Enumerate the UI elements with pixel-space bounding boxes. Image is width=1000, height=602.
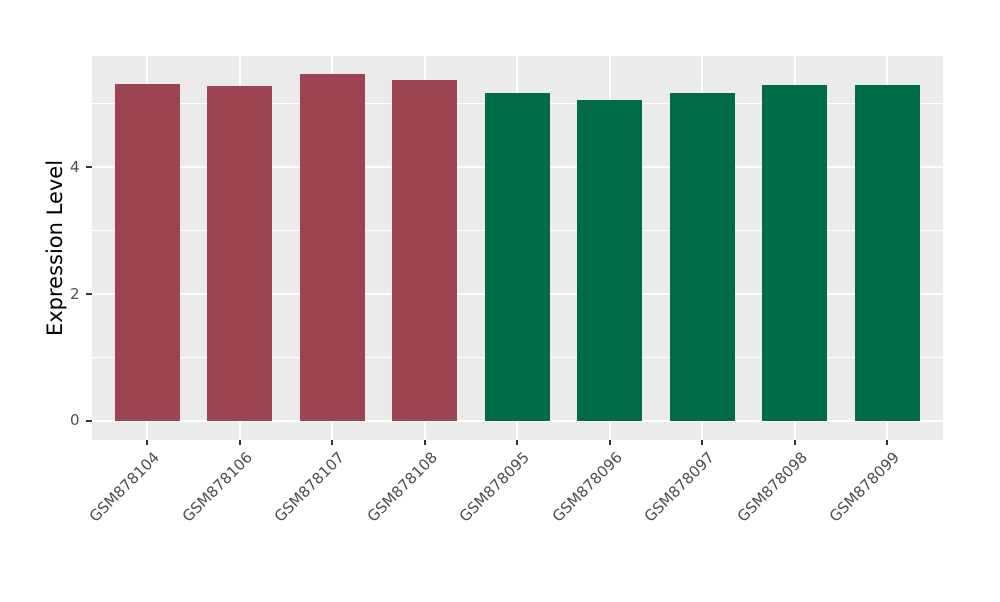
bar-GSM878107 <box>300 74 365 421</box>
bar-GSM878098 <box>762 85 827 421</box>
bar-GSM878097 <box>670 93 735 421</box>
y-axis-title: Expression Level <box>43 160 67 336</box>
y-tick-mark <box>86 166 92 168</box>
x-tick-mark <box>424 440 426 445</box>
x-tick-mark <box>146 440 148 445</box>
x-tick-label: GSM878104 <box>10 449 163 602</box>
y-tick-label: 4 <box>24 160 80 175</box>
x-tick-mark <box>239 440 241 445</box>
bar-GSM878096 <box>577 100 642 421</box>
bar-GSM878095 <box>485 93 550 421</box>
bar-GSM878099 <box>855 85 920 421</box>
y-tick-label: 0 <box>24 413 80 428</box>
x-tick-mark <box>794 440 796 445</box>
bar-GSM878106 <box>207 86 272 421</box>
x-tick-mark <box>609 440 611 445</box>
y-tick-mark <box>86 420 92 422</box>
bar-GSM878108 <box>392 80 457 421</box>
x-tick-mark <box>701 440 703 445</box>
x-tick-mark <box>331 440 333 445</box>
bar-GSM878104 <box>115 84 180 421</box>
x-tick-mark <box>516 440 518 445</box>
x-tick-mark <box>886 440 888 445</box>
y-tick-mark <box>86 293 92 295</box>
plot-panel <box>92 56 944 440</box>
y-tick-label: 2 <box>24 287 80 302</box>
